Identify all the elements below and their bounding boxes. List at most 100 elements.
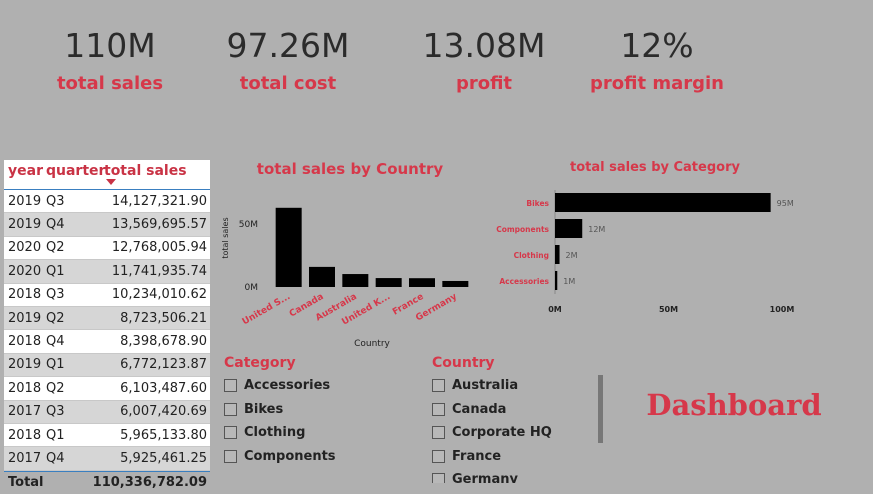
table-cell: 2018 bbox=[8, 380, 42, 396]
table-cell: 6,103,487.60 bbox=[120, 380, 207, 396]
y-tick-label: Bikes bbox=[526, 199, 549, 208]
column-header[interactable]: quarter bbox=[46, 163, 106, 179]
checkbox[interactable] bbox=[432, 449, 445, 463]
card-label: profit margin bbox=[590, 73, 724, 94]
table-cell: 2020 bbox=[8, 240, 42, 256]
bar bbox=[342, 274, 369, 287]
table-row: 2018 Q1 5,965,133.80 bbox=[4, 423, 210, 448]
checkbox[interactable] bbox=[432, 473, 445, 483]
x-tick-label: 100M bbox=[770, 305, 795, 314]
value-label: 1M bbox=[563, 277, 575, 286]
table-cell: 2017 bbox=[8, 450, 42, 466]
table-cell: 2020 bbox=[8, 263, 42, 279]
table-cell: 13,569,695.57 bbox=[111, 217, 207, 233]
bar bbox=[555, 271, 558, 290]
table-cell: 5,965,133.80 bbox=[120, 427, 207, 443]
total-label: Total bbox=[8, 475, 44, 491]
slicer-item[interactable]: Corporate HQ bbox=[432, 421, 592, 445]
total-row: Total 110,336,782.09 bbox=[4, 470, 210, 494]
table-row: 2019 Q3 14,127,321.90 bbox=[4, 190, 210, 214]
table: year quarter total sales 2019 Q3 14,127,321.9… bbox=[4, 160, 210, 494]
table-cell: 2019 bbox=[8, 217, 42, 233]
table-row: 2019 Q2 8,723,506.21 bbox=[4, 306, 210, 331]
slicer-item-label: Bikes bbox=[244, 401, 284, 417]
value-label: 95M bbox=[777, 199, 794, 208]
y-tick-label: 0M bbox=[245, 283, 259, 293]
table-cell: Q2 bbox=[46, 380, 65, 396]
slicer-item-label: Clothing bbox=[244, 425, 306, 441]
table-cell: 2018 bbox=[8, 334, 42, 350]
table-cell: 8,398,678.90 bbox=[120, 334, 207, 350]
table-row: 2020 Q1 11,741,935.74 bbox=[4, 260, 210, 284]
column-header[interactable]: total sales bbox=[102, 163, 210, 185]
slicer-item[interactable]: Clothing bbox=[224, 421, 384, 445]
table-cell: 2018 bbox=[8, 287, 42, 303]
bar bbox=[555, 219, 583, 238]
slicer-item[interactable]: Bikes bbox=[224, 398, 384, 422]
slicer-item-label: Germany bbox=[452, 472, 518, 483]
table-cell: 10,234,010.62 bbox=[111, 287, 207, 303]
checkbox[interactable] bbox=[432, 402, 445, 416]
slicer-item[interactable]: Germany bbox=[432, 468, 592, 483]
x-tick-label: 0M bbox=[548, 305, 562, 314]
bar bbox=[555, 193, 771, 212]
table-cell: Q3 bbox=[46, 404, 65, 420]
value-label: 12M bbox=[588, 225, 605, 234]
y-axis-label: total sales bbox=[221, 217, 230, 258]
table-cell: 8,723,506.21 bbox=[120, 310, 207, 326]
bar bbox=[309, 266, 335, 287]
slicer-item-label: Components bbox=[244, 448, 336, 464]
bar bbox=[555, 245, 560, 264]
table-cell: 2019 bbox=[8, 357, 42, 373]
bar bbox=[275, 207, 302, 287]
slicer-item[interactable]: Australia bbox=[432, 374, 592, 398]
slicer-item[interactable]: France bbox=[432, 445, 592, 469]
slicer-item-label: Canada bbox=[452, 401, 507, 417]
checkbox[interactable] bbox=[432, 426, 445, 440]
table-cell: 6,007,420.69 bbox=[120, 404, 207, 420]
sort-arrow bbox=[106, 179, 116, 185]
table-row: 2019 Q4 13,569,695.57 bbox=[4, 213, 210, 237]
table-cell: 6,772,123.87 bbox=[120, 357, 207, 373]
slicer-title: Country bbox=[432, 355, 495, 371]
card-label: profit bbox=[455, 73, 513, 94]
dashboard-title: Dashboard bbox=[646, 388, 822, 422]
table-row: 2017 Q3 6,007,420.69 bbox=[4, 400, 210, 424]
card-value: 12% bbox=[620, 26, 694, 65]
slicer: Category Accessories Bikes Clothing Componen… bbox=[224, 355, 384, 483]
y-tick-label: Accessories bbox=[499, 277, 549, 286]
value-label: 2M bbox=[566, 251, 578, 260]
card-label: total sales bbox=[56, 73, 164, 94]
table-row: 2017 Q4 5,925,461.25 bbox=[4, 447, 210, 471]
slicer-item[interactable]: Components bbox=[224, 445, 384, 469]
card-label: total cost bbox=[239, 73, 337, 94]
slicer-item[interactable]: Accessories bbox=[224, 374, 384, 398]
table-cell: Q1 bbox=[46, 427, 65, 443]
checkbox[interactable] bbox=[432, 379, 445, 393]
chart-title: total sales by Country bbox=[257, 160, 444, 178]
checkbox[interactable] bbox=[224, 426, 237, 440]
table-cell: Q1 bbox=[46, 357, 65, 373]
table-row: 2020 Q2 12,768,005.94 bbox=[4, 236, 210, 261]
table-cell: 2019 bbox=[8, 310, 42, 326]
slicer-item-label: Corporate HQ bbox=[452, 425, 552, 441]
y-tick-label: Components bbox=[496, 225, 549, 234]
checkbox[interactable] bbox=[224, 402, 237, 416]
x-axis-label: Country bbox=[354, 339, 390, 349]
scrollbar[interactable] bbox=[598, 375, 603, 443]
checkbox[interactable] bbox=[224, 449, 237, 463]
x-tick-label: 50M bbox=[659, 305, 678, 314]
table-cell: 2017 bbox=[8, 404, 42, 420]
table-cell: Q4 bbox=[46, 450, 65, 466]
slicer-item[interactable]: Canada bbox=[432, 398, 592, 422]
table-row: 2018 Q3 10,234,010.62 bbox=[4, 283, 210, 307]
table-cell: Q2 bbox=[46, 310, 65, 326]
column-header[interactable]: year bbox=[8, 163, 43, 179]
table-cell: 14,127,321.90 bbox=[111, 193, 207, 209]
table-cell: Q4 bbox=[46, 217, 65, 233]
bar bbox=[442, 280, 469, 287]
y-tick-label: Clothing bbox=[514, 251, 549, 260]
slicer-item-label: Australia bbox=[452, 378, 519, 394]
checkbox[interactable] bbox=[224, 379, 237, 393]
